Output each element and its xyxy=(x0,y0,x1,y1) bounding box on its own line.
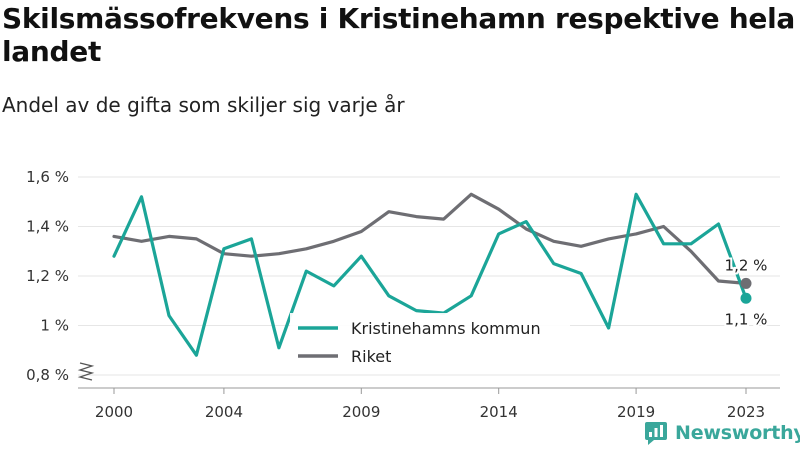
x-tick-label: 2004 xyxy=(205,403,243,421)
end-label-kristinehamn: 1,1 % xyxy=(725,310,768,328)
x-tick-label: 2014 xyxy=(480,403,518,421)
axis-break-icon xyxy=(77,362,95,381)
series-line-kristinehamn xyxy=(112,192,748,357)
y-tick-label: 1,4 % xyxy=(26,218,69,236)
y-tick-label: 1 % xyxy=(40,317,69,335)
y-tick-label: 1,6 % xyxy=(26,168,69,186)
chart-title: Skilsmässofrekvens i Kristinehamn respek… xyxy=(2,2,795,68)
y-tick-label: 1,2 % xyxy=(26,267,69,285)
brand-name: Newsworthy xyxy=(675,422,800,444)
legend-label: Riket xyxy=(351,347,391,366)
end-point-kristinehamn xyxy=(740,292,752,304)
x-tick-label: 2019 xyxy=(617,403,655,421)
x-tick-label: 2009 xyxy=(342,403,380,421)
brand-logo: Newsworthy xyxy=(644,419,800,447)
end-point-riket xyxy=(740,277,752,289)
x-tick-label: 2000 xyxy=(95,403,133,421)
y-tick-label: 0,8 % xyxy=(26,366,69,384)
legend-label: Kristinehamns kommun xyxy=(351,319,541,338)
legend-background xyxy=(290,313,570,371)
end-label-riket: 1,2 % xyxy=(725,256,768,274)
x-tick-label: 2023 xyxy=(727,403,765,421)
series-line-riket xyxy=(112,192,748,285)
newsworthy-logo-icon xyxy=(645,422,667,445)
chart-subtitle: Andel av de gifta som skiljer sig varje … xyxy=(2,93,405,117)
